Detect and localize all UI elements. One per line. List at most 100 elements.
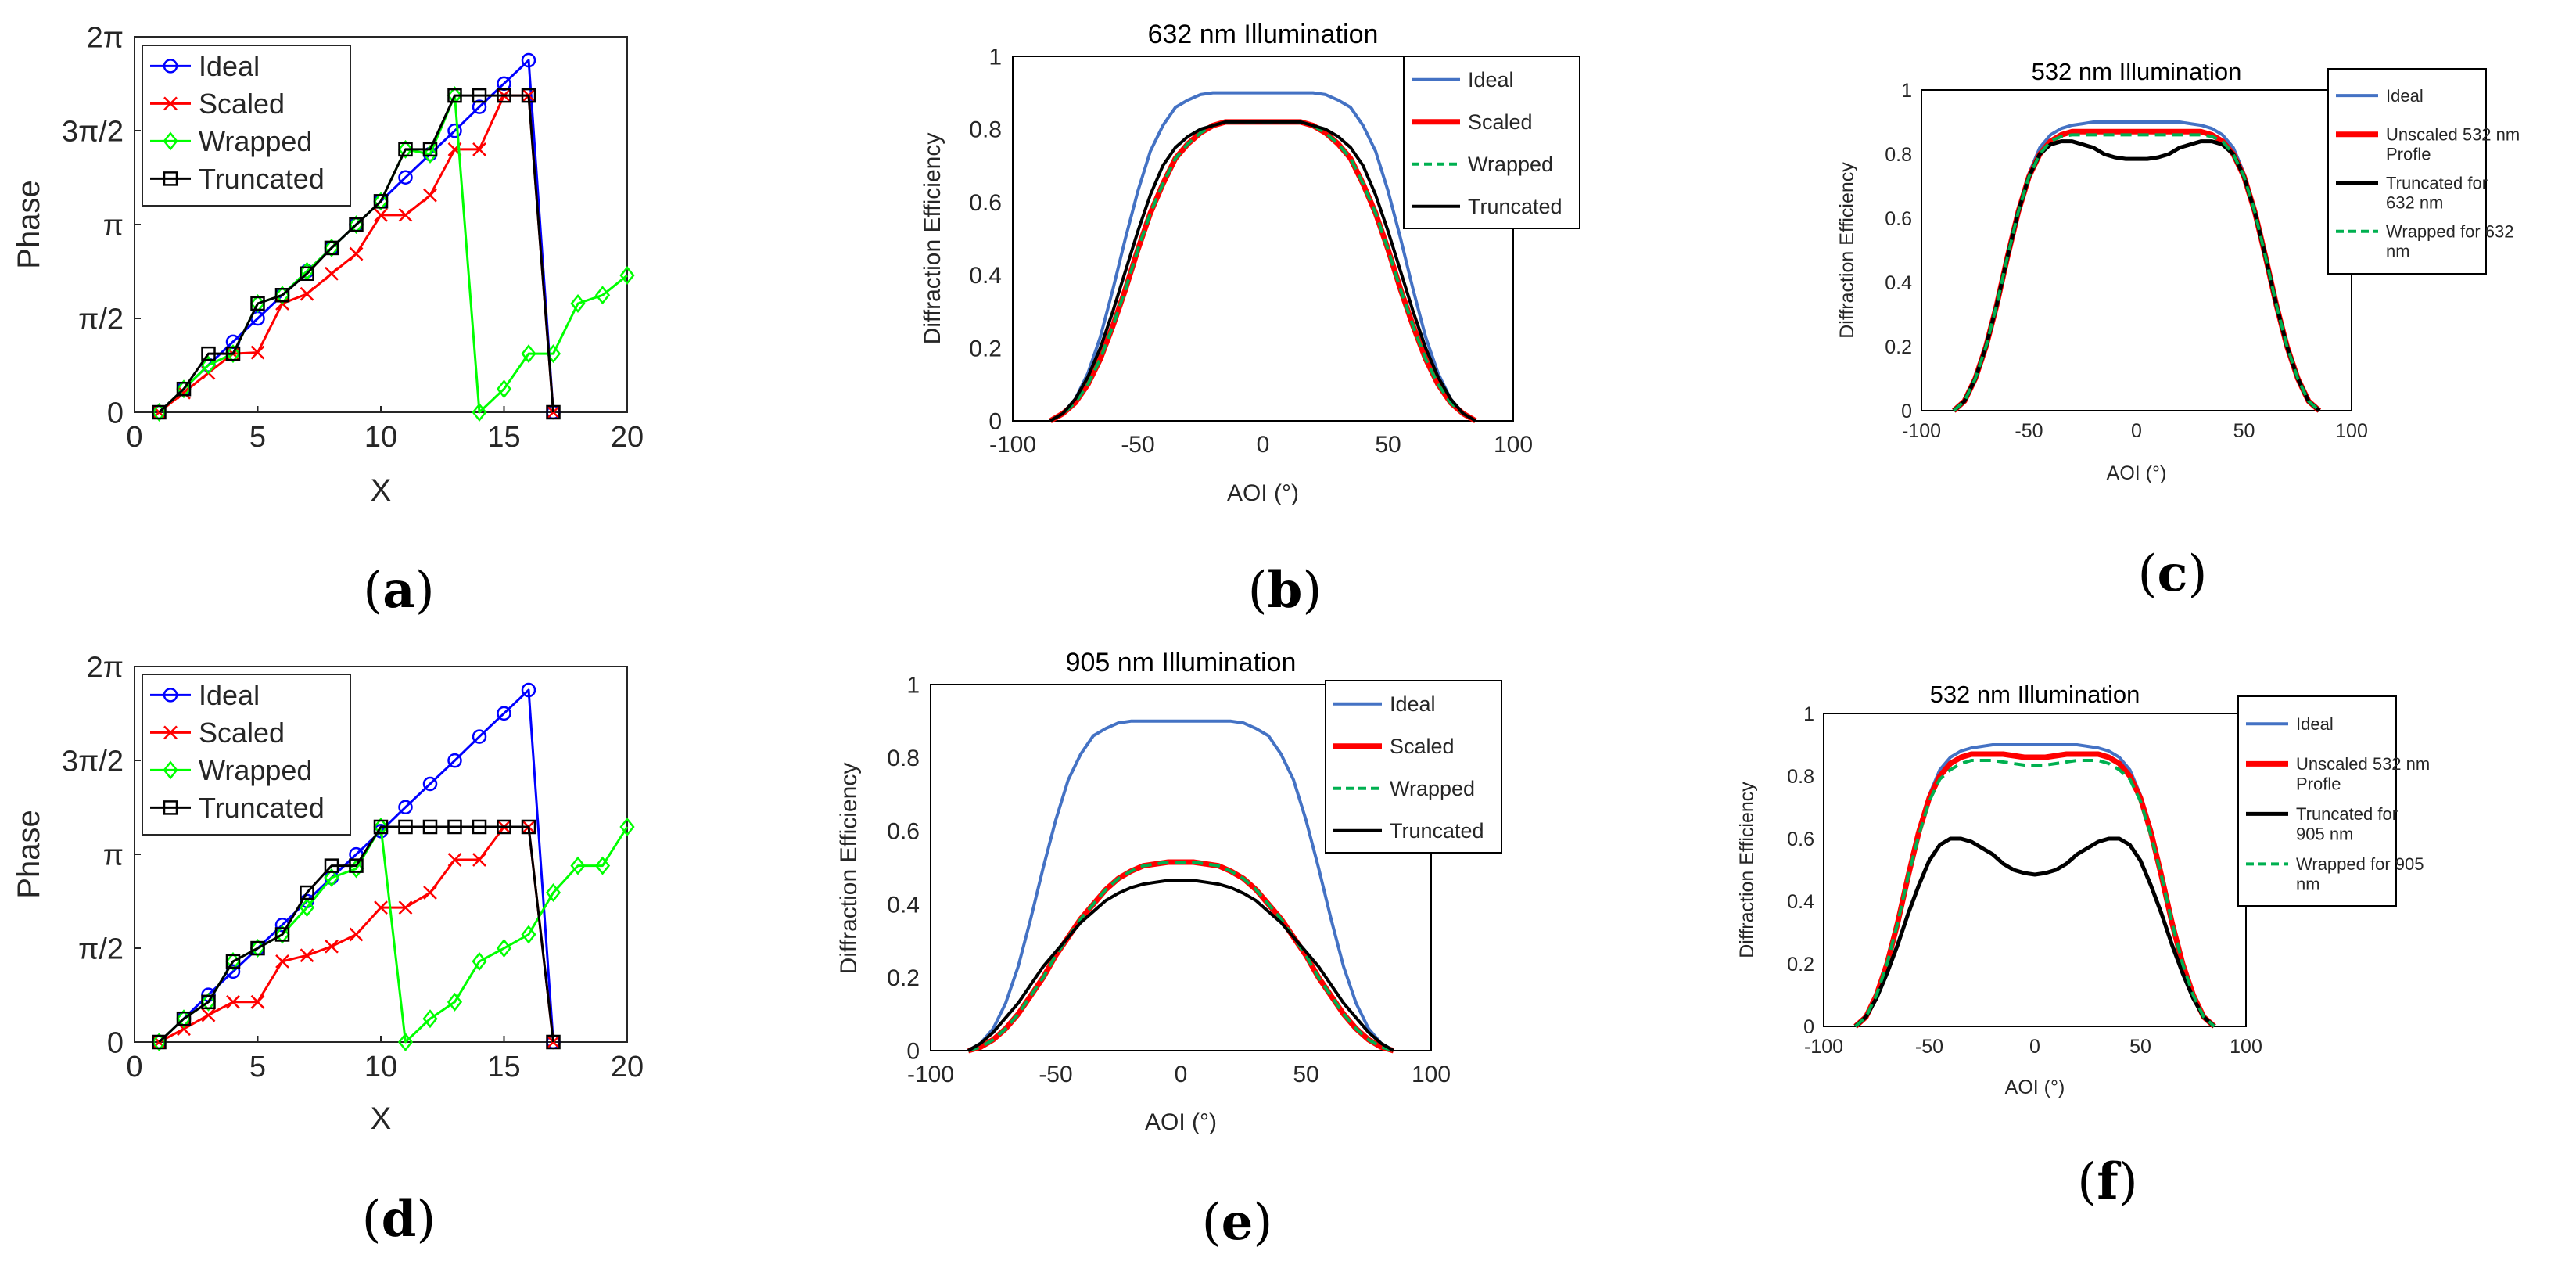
y-axis-label: Diffraction Efficiency [836, 763, 862, 975]
panel-d-phase-chart: 0 5 10 15 20 0 π/2 π 3π/2 2π Phase X Ideal Scaled W… [12, 651, 644, 1136]
legend: Ideal Scaled Wrapped Truncated [1403, 56, 1580, 229]
legend-item: Truncated [150, 792, 325, 824]
data-point [200, 992, 217, 1012]
legend-label: Wrapped [1468, 153, 1553, 176]
y-tick-label: 0.2 [969, 336, 1002, 361]
x-tick-label: 0 [2029, 1036, 2040, 1058]
data-point [447, 88, 462, 103]
legend-box [2237, 695, 2397, 907]
data-point [619, 266, 635, 286]
panel-label-d: (d) [362, 1190, 436, 1249]
series-line-wrapped-for-905-nm [1854, 759, 2215, 1028]
y-tick-label: 0.2 [1885, 336, 1912, 358]
legend-label: Truncated for 905 nm [2296, 804, 2398, 843]
data-point [619, 817, 635, 836]
series-line-truncated-for-905-nm [1853, 836, 2216, 1028]
data-point [250, 345, 265, 360]
y-axis-label: Diffraction Efficiency [1836, 162, 1858, 339]
data-point [397, 1032, 414, 1052]
data-point [447, 992, 463, 1012]
legend: Ideal Unscaled 532 nm Profle Truncated for 6… [2327, 68, 2520, 275]
x-tick-label: 10 [364, 1051, 397, 1084]
y-tick-label: 0.6 [1885, 208, 1912, 230]
legend-label: Wrapped [1390, 777, 1475, 800]
x-tick-label: -100 [1902, 420, 1941, 442]
y-tick-label: 0.6 [887, 819, 920, 845]
legend-item: Wrapped [150, 125, 312, 157]
data-point [201, 994, 216, 1010]
x-axis-label: AOI (°) [1227, 480, 1299, 506]
panel-f-efficiency-chart: -100 -50 0 50 100 0 0.2 0.4 0.6 0.8 1 532 nm Illum… [1736, 681, 2430, 1098]
legend-label: Truncated [1390, 819, 1484, 843]
panel-label-e: (e) [1202, 1193, 1273, 1252]
plot-frame [1921, 89, 2352, 411]
legend-label: Unscaled 532 nm Profle [2296, 754, 2430, 793]
legend-label: Ideal [1468, 68, 1514, 92]
data-point [349, 858, 364, 873]
data-point [570, 856, 586, 875]
y-tick-label: 0.6 [969, 190, 1002, 216]
x-tick-label: 50 [1293, 1062, 1318, 1087]
x-tick-label: -50 [2015, 420, 2043, 442]
x-tick-label: 0 [2131, 420, 2142, 442]
legend-item: Ideal [2246, 714, 2334, 734]
panel-b-efficiency-chart: -100 -50 0 50 100 0 0.2 0.4 0.6 0.8 1 632 nm Illum… [920, 20, 1580, 506]
data-point [472, 853, 486, 867]
data-point [200, 355, 217, 375]
data-point [422, 776, 438, 792]
chart-title: 532 nm Illumination [2032, 58, 2242, 85]
data-point [472, 819, 487, 835]
panel-label-b: (b) [1248, 561, 1322, 620]
legend-label: Ideal [199, 50, 260, 82]
data-point [373, 194, 389, 209]
data-point [398, 170, 413, 185]
legend-label: Scaled [1390, 735, 1455, 758]
data-point [274, 927, 290, 942]
y-axis-label: Phase [12, 180, 46, 268]
data-point [422, 1009, 438, 1029]
data-point [546, 404, 561, 420]
x-tick-label: -50 [1039, 1062, 1072, 1087]
data-point [324, 858, 339, 873]
y-tick-label: 1 [906, 673, 920, 699]
y-tick-label: 0 [1901, 401, 1912, 422]
data-point [226, 994, 240, 1009]
series-line-wrapped-for-632-nm [1952, 133, 2321, 412]
series-line-ideal [1049, 91, 1477, 422]
legend-label: Wrapped [199, 125, 312, 157]
legend-label: Truncated for 632 nm [2386, 173, 2488, 212]
legend-label: Unscaled 532 nm Profle [2386, 124, 2520, 164]
data-point [398, 800, 413, 815]
x-tick-label: 0 [1175, 1062, 1188, 1087]
data-point [163, 725, 178, 740]
data-point [225, 954, 241, 969]
x-tick-label: -100 [1804, 1036, 1843, 1058]
data-point [422, 819, 438, 835]
y-tick-label: 0.4 [1885, 272, 1912, 294]
legend-label: Ideal [2296, 714, 2334, 734]
y-tick-label: 3π/2 [62, 115, 124, 148]
y-tick-label: 0.8 [1787, 766, 1814, 788]
data-point [570, 293, 586, 313]
data-point [423, 188, 437, 203]
y-tick-label: 0.8 [969, 117, 1002, 143]
chart-title: 532 nm Illumination [1930, 681, 2140, 708]
legend-item: Scaled [150, 717, 285, 749]
y-tick-label: 0.4 [1787, 891, 1814, 913]
x-tick-label: 20 [611, 1051, 644, 1084]
data-point [521, 88, 536, 103]
x-tick-label: 5 [249, 421, 266, 454]
y-tick-label: π/2 [78, 303, 124, 336]
y-tick-label: 0 [988, 409, 1002, 435]
data-point [447, 819, 462, 835]
data-point [521, 819, 536, 835]
panel-c-efficiency-chart: -100 -50 0 50 100 0 0.2 0.4 0.6 0.8 1 532 nm Illum… [1836, 58, 2520, 484]
data-point [373, 819, 389, 835]
data-point [422, 144, 438, 164]
x-tick-label: 0 [1257, 432, 1270, 458]
legend-item: Scaled [150, 88, 285, 120]
data-point [299, 898, 315, 918]
data-point [176, 1011, 192, 1026]
y-tick-label: 1 [988, 45, 1002, 70]
